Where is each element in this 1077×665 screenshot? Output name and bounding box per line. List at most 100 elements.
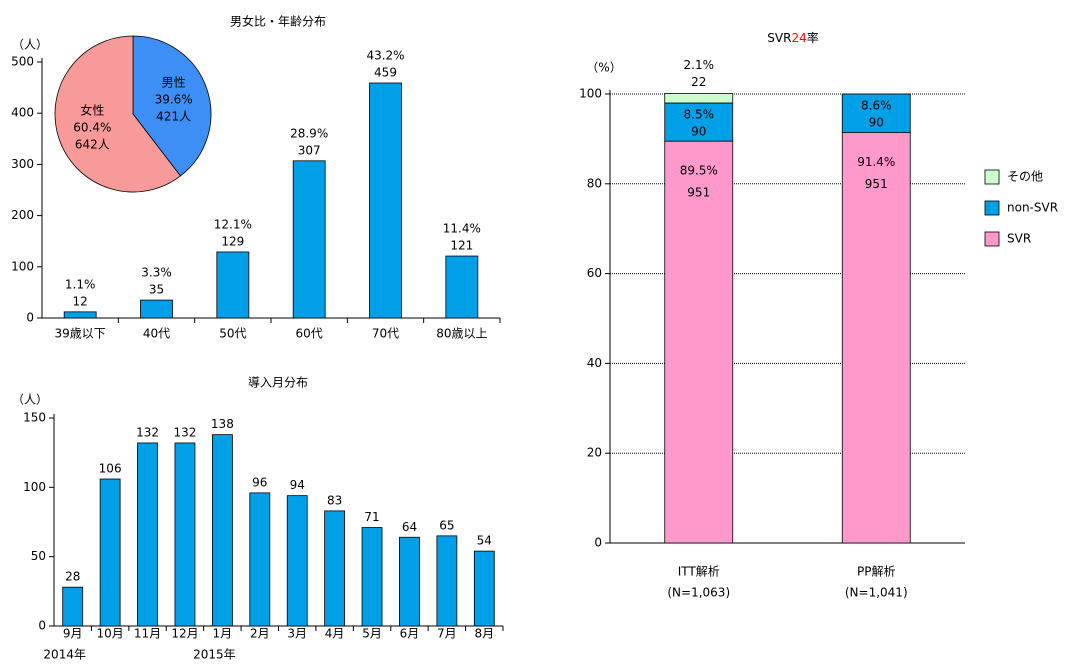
value-label: 64 bbox=[402, 520, 417, 534]
bar bbox=[211, 434, 233, 627]
legend-label: その他 bbox=[1007, 170, 1043, 184]
segment-value-label: 89.5% bbox=[680, 164, 718, 178]
y-tick-label: 100 bbox=[23, 480, 46, 494]
bar bbox=[174, 442, 196, 627]
chart-title: 導入月分布 bbox=[248, 376, 308, 390]
slice-name: 男性 bbox=[162, 76, 186, 90]
bar bbox=[445, 255, 479, 319]
slice-value-label: 60.4% bbox=[73, 120, 111, 134]
bar bbox=[249, 492, 271, 627]
x-tick-label: 39歳以下 bbox=[55, 327, 106, 341]
percentage-label: 11.4% bbox=[443, 222, 481, 236]
value-label: 65 bbox=[439, 518, 454, 532]
value-label: 28 bbox=[65, 570, 80, 584]
bar bbox=[63, 311, 97, 319]
chart-title: 男女比・年齢分布 bbox=[230, 14, 326, 29]
y-tick-label: 40 bbox=[587, 356, 602, 370]
legend-label: non-SVR bbox=[1007, 201, 1058, 215]
year-label: 2014年 bbox=[43, 648, 86, 662]
y-axis-label: （人） bbox=[12, 393, 48, 407]
value-label: 132 bbox=[136, 425, 159, 439]
n-label: (N=1,063) bbox=[667, 586, 730, 600]
x-tick-label: 10月 bbox=[96, 627, 123, 641]
x-tick-label: 3月 bbox=[287, 627, 307, 641]
value-label: 12 bbox=[73, 294, 88, 308]
n-label: (N=1,041) bbox=[845, 586, 908, 600]
value-label: 83 bbox=[327, 493, 342, 507]
x-tick-label: 9月 bbox=[63, 627, 83, 641]
bar-segment bbox=[664, 140, 734, 544]
y-tick-label: 60 bbox=[587, 266, 602, 280]
x-tick-label: 12月 bbox=[171, 627, 198, 641]
bar bbox=[361, 527, 383, 627]
slice-count-label: 421人 bbox=[156, 110, 191, 124]
value-label: 71 bbox=[364, 510, 379, 524]
x-tick-label: 8月 bbox=[474, 627, 494, 641]
y-tick-label: 400 bbox=[11, 106, 34, 120]
bar-segment bbox=[841, 132, 911, 544]
value-label: 129 bbox=[221, 234, 244, 248]
legend-swatch bbox=[984, 231, 1000, 247]
x-tick-label: 2月 bbox=[250, 627, 270, 641]
y-tick-label: 80 bbox=[587, 176, 602, 190]
segment-count-label: 90 bbox=[691, 124, 706, 138]
slice-name: 女性 bbox=[80, 102, 104, 117]
chart-title: SVR24率 bbox=[767, 30, 818, 45]
segment-value-label: 8.5% bbox=[684, 107, 715, 121]
year-label: 2015年 bbox=[193, 648, 236, 662]
bar bbox=[99, 478, 121, 627]
y-tick-label: 50 bbox=[31, 549, 46, 563]
segment-count-label: 951 bbox=[687, 186, 710, 200]
x-tick-label: 6月 bbox=[400, 627, 420, 641]
percentage-label: 43.2% bbox=[366, 48, 404, 62]
y-axis-label: （人） bbox=[12, 38, 48, 52]
x-tick-label: 1月 bbox=[213, 627, 233, 641]
y-tick-label: 500 bbox=[11, 55, 34, 69]
value-label: 94 bbox=[290, 478, 305, 492]
bar bbox=[137, 442, 158, 627]
value-label: 138 bbox=[211, 417, 234, 431]
value-label: 54 bbox=[477, 534, 492, 548]
segment-count-label: 90 bbox=[869, 116, 884, 130]
legend-swatch bbox=[984, 200, 1000, 216]
bar bbox=[436, 535, 458, 627]
x-tick-label: 11月 bbox=[134, 627, 161, 641]
segment-count-label: 22 bbox=[691, 75, 706, 89]
value-label: 35 bbox=[149, 283, 164, 297]
x-tick-label: ITT解析 bbox=[678, 565, 720, 579]
title-segment: 率 bbox=[807, 30, 819, 45]
x-tick-label: 60代 bbox=[296, 327, 323, 341]
x-tick-label: 50代 bbox=[219, 327, 246, 341]
value-label: 307 bbox=[298, 143, 321, 157]
bar bbox=[369, 82, 402, 319]
x-tick-label: 7月 bbox=[437, 627, 457, 641]
x-tick-label: 80歳以上 bbox=[436, 327, 487, 341]
segment-value-label: 2.1% bbox=[684, 58, 715, 72]
title-segment: 24 bbox=[791, 31, 806, 45]
value-label: 121 bbox=[450, 239, 473, 253]
pie-slice bbox=[132, 35, 212, 177]
percentage-label: 12.1% bbox=[214, 217, 252, 231]
segment-count-label: 951 bbox=[865, 177, 888, 191]
bar bbox=[292, 160, 326, 319]
segment-value-label: 91.4% bbox=[857, 155, 895, 169]
y-tick-label: 0 bbox=[26, 311, 34, 325]
y-tick-label: 200 bbox=[11, 208, 34, 222]
x-tick-label: PP解析 bbox=[857, 565, 895, 579]
y-tick-label: 0 bbox=[38, 619, 46, 633]
y-tick-label: 0 bbox=[594, 536, 602, 550]
bar bbox=[399, 536, 420, 627]
y-axis-label: （%） bbox=[586, 61, 621, 75]
bar bbox=[286, 495, 308, 627]
bar bbox=[216, 251, 250, 319]
bar-segment bbox=[664, 93, 734, 104]
y-tick-label: 300 bbox=[11, 157, 34, 171]
bar bbox=[62, 586, 84, 627]
x-tick-label: 40代 bbox=[143, 327, 170, 341]
x-tick-label: 70代 bbox=[372, 327, 399, 341]
segment-value-label: 8.6% bbox=[861, 99, 892, 113]
value-label: 459 bbox=[374, 65, 397, 79]
bar bbox=[473, 550, 495, 627]
y-tick-label: 20 bbox=[587, 446, 602, 460]
